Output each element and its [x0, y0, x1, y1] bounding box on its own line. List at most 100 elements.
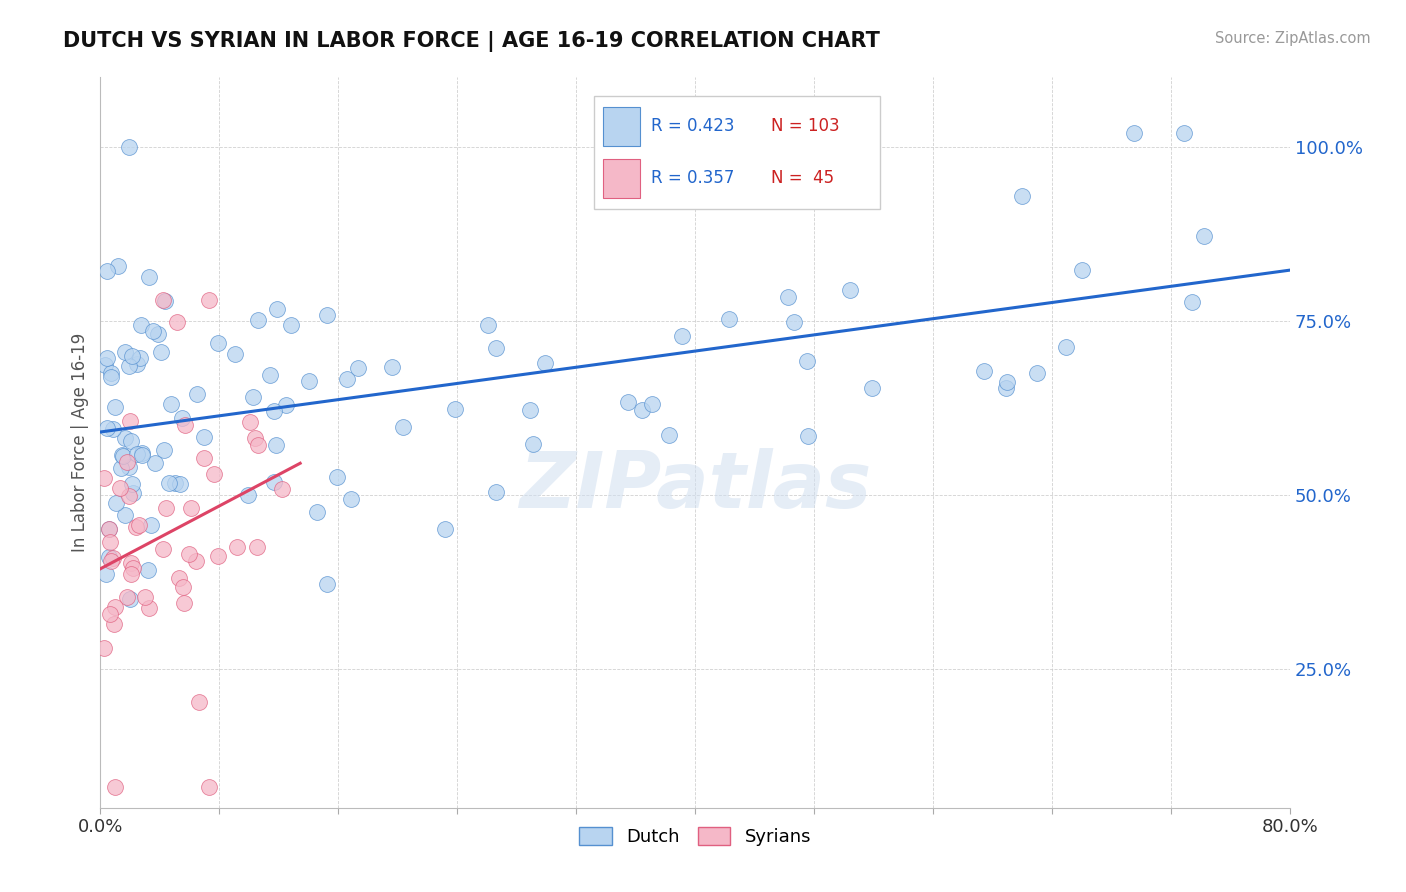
Point — [93, 641, 115, 656]
Point — [658, 428, 681, 442]
Point — [103, 616, 125, 631]
Point — [186, 386, 208, 401]
Point — [118, 459, 141, 474]
Point — [263, 475, 285, 490]
Point — [534, 356, 557, 370]
Point — [97, 522, 120, 536]
Point — [153, 294, 176, 309]
Point — [995, 381, 1018, 395]
Point — [238, 488, 260, 502]
Point — [118, 489, 141, 503]
Point — [1054, 340, 1077, 354]
Point — [778, 290, 800, 304]
Point — [110, 461, 132, 475]
Text: Source: ZipAtlas.com: Source: ZipAtlas.com — [1215, 31, 1371, 46]
Point — [198, 780, 221, 794]
Point — [1173, 126, 1195, 140]
Point — [246, 540, 269, 554]
Point — [114, 431, 136, 445]
Point — [519, 403, 541, 417]
Point — [111, 449, 134, 463]
Point — [264, 438, 287, 452]
Point — [100, 534, 122, 549]
Point — [121, 349, 143, 363]
Point — [104, 400, 127, 414]
Point — [995, 375, 1018, 389]
Point — [155, 501, 177, 516]
Text: ZIPatlas: ZIPatlas — [519, 449, 872, 524]
Point — [125, 357, 148, 371]
Point — [259, 368, 281, 383]
Point — [120, 557, 142, 571]
Point — [797, 429, 820, 443]
Point — [224, 346, 246, 360]
Point — [96, 351, 118, 365]
Point — [131, 445, 153, 459]
Point — [149, 345, 172, 359]
Point — [246, 312, 269, 326]
Point — [139, 517, 162, 532]
Point — [340, 492, 363, 507]
Point — [117, 140, 139, 154]
Point — [152, 293, 174, 307]
Point — [118, 359, 141, 373]
Point — [108, 481, 131, 495]
Point — [100, 369, 122, 384]
Point — [177, 547, 200, 561]
Point — [111, 448, 134, 462]
Point — [347, 361, 370, 376]
Point — [1194, 228, 1216, 243]
Point — [122, 486, 145, 500]
Point — [170, 411, 193, 425]
Point — [193, 429, 215, 443]
Point — [973, 364, 995, 378]
Point — [225, 540, 247, 554]
Point — [193, 451, 215, 466]
Point — [125, 520, 148, 534]
Point — [671, 329, 693, 343]
Point — [143, 456, 166, 470]
Point — [138, 269, 160, 284]
Point — [120, 567, 142, 582]
Point — [96, 421, 118, 435]
Point — [118, 414, 141, 428]
Point — [153, 443, 176, 458]
Point — [522, 437, 544, 451]
Point — [120, 434, 142, 449]
Point — [298, 375, 321, 389]
Point — [104, 780, 127, 794]
Point — [134, 591, 156, 605]
Point — [184, 554, 207, 568]
Point — [131, 449, 153, 463]
Point — [1011, 188, 1033, 202]
Point — [118, 592, 141, 607]
Point — [100, 366, 122, 380]
Point — [115, 455, 138, 469]
Point — [98, 522, 121, 536]
Point — [271, 482, 294, 496]
Point — [316, 308, 339, 322]
Point — [128, 351, 150, 366]
Legend: Dutch, Syrians: Dutch, Syrians — [572, 821, 818, 854]
Point — [166, 315, 188, 329]
Point — [121, 561, 143, 575]
Point — [129, 318, 152, 332]
Point — [617, 395, 640, 409]
Point — [1070, 262, 1092, 277]
Point — [173, 596, 195, 610]
Point — [307, 504, 329, 518]
Point — [188, 695, 211, 709]
Point — [94, 567, 117, 582]
Point — [104, 599, 127, 614]
Point — [138, 601, 160, 615]
Point — [207, 335, 229, 350]
Point — [172, 580, 194, 594]
Point — [204, 467, 226, 482]
Point — [152, 541, 174, 556]
Point — [326, 470, 349, 484]
Point — [93, 471, 115, 485]
Point — [98, 607, 121, 622]
Point — [128, 518, 150, 533]
Point — [107, 259, 129, 273]
Point — [392, 420, 415, 434]
